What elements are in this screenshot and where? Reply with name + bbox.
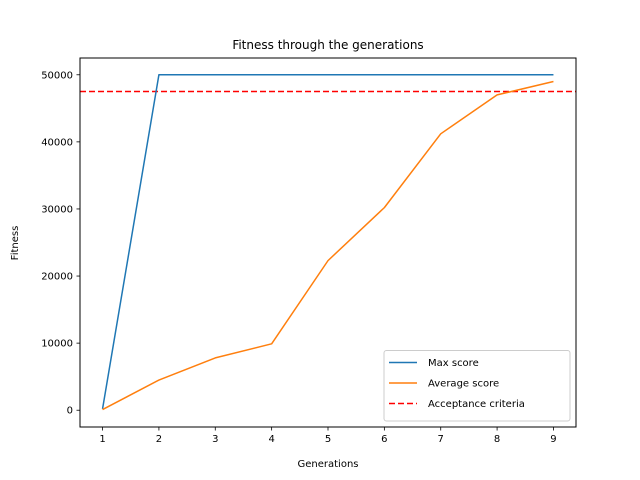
y-tick-label: 10000 <box>41 339 73 350</box>
y-tick-label: 50000 <box>41 70 73 81</box>
legend-label-0: Max score <box>428 358 479 369</box>
x-tick-label: 6 <box>381 434 387 445</box>
series-line-0 <box>101 74 554 410</box>
y-tick-label: 30000 <box>41 204 73 215</box>
y-axis-label: Fitness <box>10 226 21 261</box>
y-tick-label: 20000 <box>41 272 73 283</box>
x-tick-label: 1 <box>99 434 105 445</box>
x-tick-label: 3 <box>212 434 218 445</box>
x-tick-label: 4 <box>268 434 274 445</box>
x-tick-label: 9 <box>550 434 556 445</box>
plot-layer <box>80 74 576 411</box>
x-tick-label: 2 <box>156 434 162 445</box>
x-axis-label: Generations <box>298 459 359 470</box>
legend: Max score Average score Acceptance criteri… <box>383 350 571 422</box>
series-line-1 <box>102 80 554 411</box>
y-tick-label: 0 <box>67 406 73 417</box>
x-tick-label: 7 <box>438 434 444 445</box>
x-tick-label: 8 <box>494 434 500 445</box>
x-tick-label: 5 <box>325 434 331 445</box>
chart-title: Fitness through the generations <box>232 38 423 52</box>
ticks-layer: 1 2 3 4 5 6 7 8 9 0 10000 20000 30000 40000 50000 <box>41 70 556 445</box>
legend-label-2: Acceptance criteria <box>428 399 525 410</box>
legend-label-1: Average score <box>428 379 499 390</box>
y-tick-label: 40000 <box>41 137 73 148</box>
legend-box <box>383 350 571 422</box>
